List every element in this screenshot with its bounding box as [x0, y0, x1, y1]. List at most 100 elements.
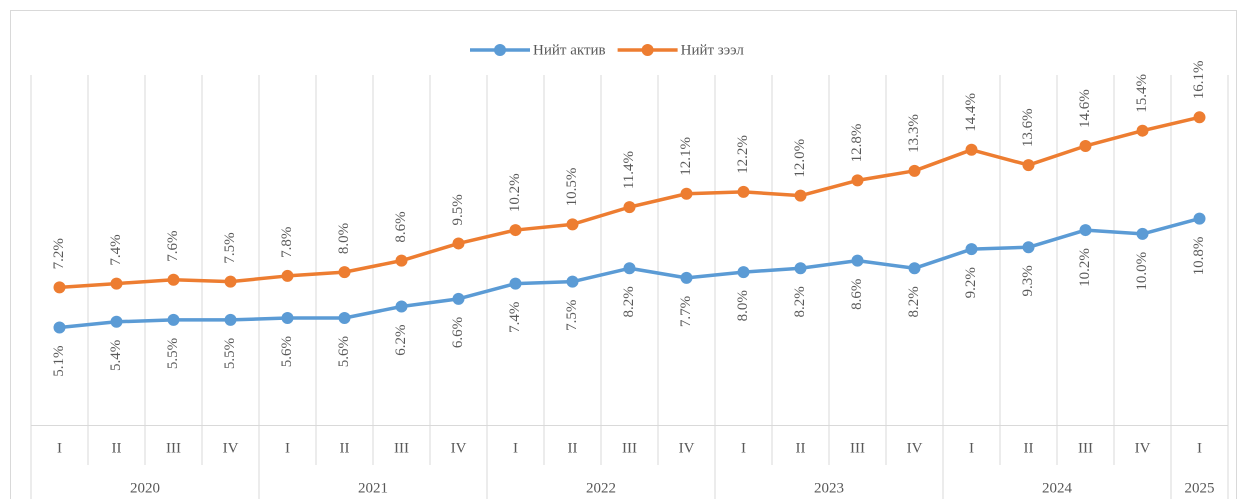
- legend-marker: [494, 44, 506, 56]
- data-label: 5.5%: [222, 338, 238, 369]
- year-label: 2023: [814, 480, 844, 496]
- data-label: 10.0%: [1134, 252, 1150, 291]
- data-label: 8.6%: [393, 211, 409, 242]
- data-label: 7.4%: [507, 302, 523, 333]
- marker: [908, 262, 921, 275]
- data-label: 5.1%: [51, 346, 67, 377]
- marker: [794, 189, 807, 202]
- marker: [566, 275, 579, 288]
- data-label: 8.6%: [849, 279, 865, 310]
- marker: [737, 266, 750, 279]
- data-label: 9.5%: [450, 194, 466, 225]
- marker: [509, 224, 522, 237]
- marker: [1136, 124, 1149, 137]
- x-tick-label: IV: [1135, 440, 1151, 456]
- marker: [1136, 227, 1149, 240]
- marker: [53, 281, 66, 294]
- x-tick-label: IV: [679, 440, 695, 456]
- data-label: 10.2%: [1077, 248, 1093, 287]
- data-label: 7.6%: [165, 231, 181, 262]
- marker: [794, 262, 807, 275]
- marker: [1022, 241, 1035, 254]
- marker: [851, 254, 864, 267]
- data-label: 7.4%: [108, 234, 124, 265]
- data-label: 7.8%: [279, 227, 295, 258]
- data-label: 8.2%: [792, 286, 808, 317]
- data-label: 13.6%: [1020, 108, 1036, 147]
- x-tick-label: II: [340, 440, 350, 456]
- data-label: 9.2%: [963, 267, 979, 298]
- chart-frame: [10, 10, 1237, 499]
- data-label: 10.2%: [507, 173, 523, 212]
- x-tick-label: I: [1197, 440, 1202, 456]
- marker: [737, 185, 750, 198]
- data-label: 6.2%: [393, 325, 409, 356]
- marker: [224, 313, 237, 326]
- marker: [1079, 224, 1092, 237]
- x-tick-label: II: [568, 440, 578, 456]
- marker: [110, 277, 123, 290]
- x-tick-label: I: [285, 440, 290, 456]
- data-label: 9.3%: [1020, 265, 1036, 296]
- data-label: 5.5%: [165, 338, 181, 369]
- marker: [623, 262, 636, 275]
- marker: [1193, 111, 1206, 124]
- data-label: 11.4%: [621, 151, 637, 189]
- marker: [338, 266, 351, 279]
- x-tick-label: III: [622, 440, 637, 456]
- marker: [680, 187, 693, 200]
- marker: [1193, 212, 1206, 225]
- marker: [452, 292, 465, 305]
- marker: [395, 254, 408, 267]
- marker: [851, 174, 864, 187]
- data-label: 12.2%: [735, 135, 751, 174]
- data-label: 14.4%: [963, 93, 979, 132]
- data-label: 16.1%: [1191, 61, 1207, 100]
- marker: [338, 311, 351, 324]
- marker: [395, 300, 408, 313]
- marker: [566, 218, 579, 231]
- year-label: 2024: [1042, 480, 1073, 496]
- x-tick-label: IV: [223, 440, 239, 456]
- marker: [623, 201, 636, 214]
- x-tick-label: III: [166, 440, 181, 456]
- x-tick-label: II: [796, 440, 806, 456]
- x-tick-label: IV: [907, 440, 923, 456]
- x-tick-label: III: [394, 440, 409, 456]
- data-label: 6.6%: [450, 317, 466, 348]
- data-label: 5.6%: [336, 336, 352, 367]
- data-label: 12.8%: [849, 124, 865, 163]
- legend-marker: [641, 44, 654, 56]
- data-label: 12.0%: [792, 139, 808, 178]
- marker: [53, 321, 66, 334]
- data-label: 10.5%: [564, 168, 580, 207]
- data-label: 5.4%: [108, 340, 124, 371]
- marker: [224, 275, 237, 288]
- marker: [452, 237, 465, 250]
- marker: [680, 271, 693, 284]
- x-tick-label: I: [741, 440, 746, 456]
- marker: [1079, 139, 1092, 152]
- marker: [965, 143, 978, 156]
- data-label: 7.2%: [51, 238, 67, 269]
- data-label: 14.6%: [1077, 89, 1093, 128]
- x-tick-label: IV: [451, 440, 467, 456]
- data-label: 8.2%: [906, 286, 922, 317]
- marker: [167, 313, 180, 326]
- data-label: 8.2%: [621, 286, 637, 317]
- legend-label: Нийт зээл: [681, 42, 745, 58]
- data-label: 7.5%: [222, 232, 238, 263]
- marker: [281, 311, 294, 324]
- data-label: 12.1%: [678, 137, 694, 176]
- data-label: 8.0%: [735, 290, 751, 321]
- year-label: 2025: [1185, 480, 1215, 496]
- x-tick-label: II: [112, 440, 122, 456]
- marker: [509, 277, 522, 290]
- marker: [1022, 159, 1035, 172]
- legend-label: Нийт актив: [533, 42, 606, 58]
- year-label: 2021: [358, 480, 388, 496]
- data-label: 8.0%: [336, 223, 352, 254]
- data-label: 5.6%: [279, 336, 295, 367]
- data-label: 7.7%: [678, 296, 694, 327]
